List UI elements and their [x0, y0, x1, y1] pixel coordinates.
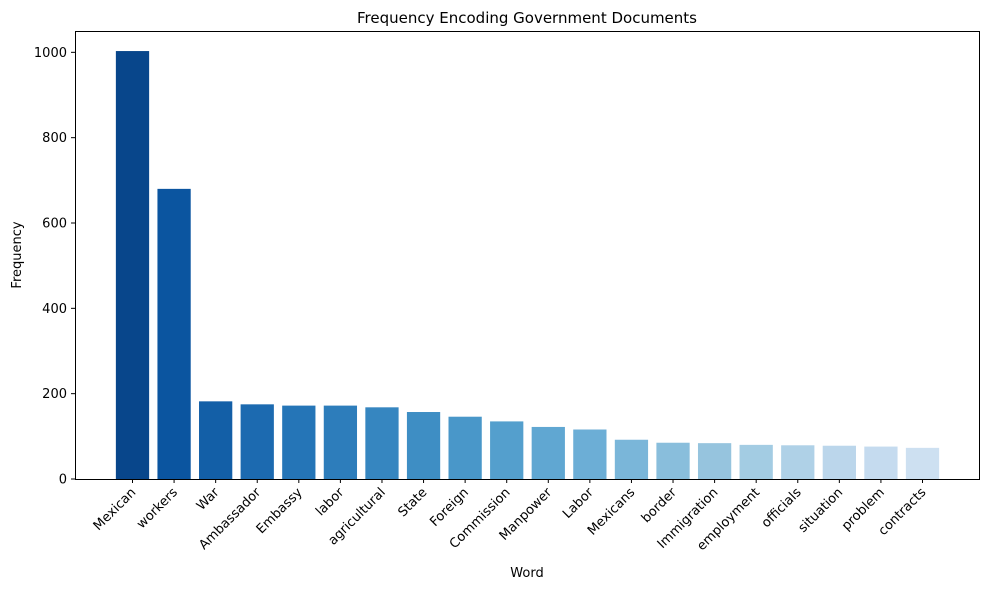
bar — [157, 188, 191, 479]
bar — [490, 421, 524, 479]
x-tick-label: Embassy — [254, 485, 306, 537]
x-tick-label: workers — [134, 485, 181, 532]
bar — [115, 51, 150, 479]
bar — [365, 407, 399, 479]
bars — [115, 51, 940, 479]
bar — [864, 446, 898, 479]
y-tick-label: 200 — [42, 387, 67, 402]
bar — [656, 442, 690, 479]
y-tick-label: 400 — [42, 302, 67, 317]
y-tick-label: 0 — [59, 473, 67, 488]
x-tick-label: situation — [796, 485, 847, 536]
bar — [448, 416, 482, 479]
bar — [406, 412, 441, 479]
bar — [739, 444, 773, 479]
bar — [323, 405, 358, 479]
x-tick-label: border — [639, 485, 680, 526]
y-axis-label: Frequency — [10, 221, 25, 288]
bar — [531, 426, 565, 479]
x-tick-label: War — [194, 485, 223, 514]
bar — [614, 439, 649, 479]
y-tick-label: 600 — [42, 217, 67, 232]
x-tick-label: State — [395, 485, 430, 520]
x-tick-label: Mexican — [91, 485, 140, 534]
bar — [781, 445, 815, 479]
bar — [199, 401, 233, 479]
y-tick-label: 1000 — [34, 46, 67, 61]
x-tick-label: labor — [313, 485, 347, 519]
bar — [697, 443, 732, 479]
bar — [240, 404, 274, 479]
x-tick-label: Labor — [560, 485, 597, 522]
plot-frame — [75, 31, 980, 480]
bar — [573, 429, 607, 479]
y-tick-label: 800 — [42, 131, 67, 146]
y-axis: 0 200 400 600 800 1000 — [34, 46, 75, 488]
bar — [282, 405, 316, 479]
chart-title: Frequency Encoding Government Documents — [357, 9, 697, 27]
bar — [822, 445, 856, 479]
bar — [905, 447, 940, 479]
x-axis-label: Word — [510, 566, 543, 581]
